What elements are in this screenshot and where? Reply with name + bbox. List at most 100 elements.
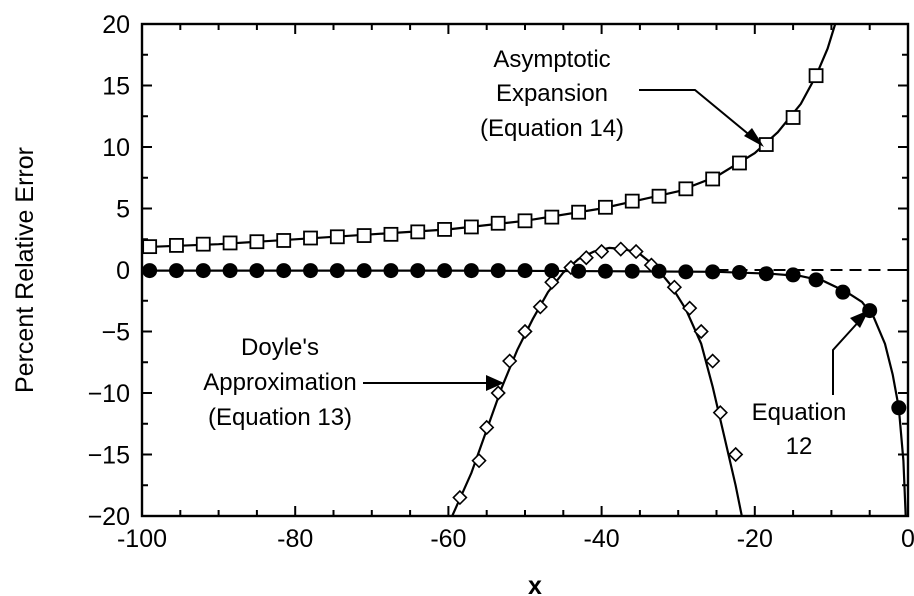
series-1-point-20 [651,188,667,204]
series-1-point-3 [195,236,211,252]
series-1-point-22 [705,171,721,187]
x-tick-label: -40 [584,525,620,553]
series-3-point-2 [168,263,184,279]
series-3-point-10 [383,263,399,279]
y-tick-label: 10 [102,134,130,162]
annotation-asymptotic-arrowhead [744,128,764,147]
series-2-point-20 [728,446,744,463]
y-tick-label: −20 [88,503,130,531]
annotation-doyle-arrowhead [486,375,504,391]
annotation-asymptotic: Asymptotic Expansion (Equation 14) [480,46,764,147]
x-tick-label: 0 [901,525,914,553]
annotation-doyle-line-1: Doyle's [241,334,319,361]
series-3-point-20 [651,263,667,279]
series-3-point-7 [303,263,319,279]
y-tick-label: −15 [88,442,130,470]
series-1-point-7 [303,230,318,246]
x-tick-label: -80 [277,525,313,553]
series-1-point-15 [517,213,533,229]
y-tick-label: −5 [101,319,130,347]
series-2-point-2 [471,453,487,469]
series-markers [142,68,907,506]
series-3-point-16 [544,263,560,279]
series-3-point-5 [249,263,265,279]
series-line-2 [451,246,743,516]
tick-labels: -100 -80 -60 -40 -20 0 −20 −15 −10 −5 0 5 10 15 20 [88,11,914,553]
series-2-point-4 [490,385,506,401]
series-3-point-21 [678,264,694,280]
series-1-point-13 [463,219,479,235]
series-1-point-12 [437,222,452,237]
series-1-point-6 [276,233,292,248]
annotation-equation12-arrow [832,317,863,395]
annotation-doyle: Doyle's Approximation (Equation 13) [203,334,504,431]
series-3-point-26 [808,272,824,288]
x-axis-title: x [528,572,542,596]
series-2-point-8 [544,274,560,290]
series-1-point-9 [356,228,372,243]
series-2-point-5 [502,353,518,369]
series-3-point-15 [517,263,533,279]
annotation-equation12-line-1: Equation [752,399,847,426]
series-3-point-13 [463,263,479,279]
annotation-equation12-arrowhead [850,310,869,328]
series-2-point-10 [578,250,594,266]
annotation-asymptotic-line-1: Asymptotic [493,46,610,73]
series-3-point-11 [410,263,426,279]
series-1-point-25 [785,110,801,125]
series-3-point-27 [835,284,851,300]
series-3-point-12 [437,263,453,279]
series-3-point-18 [597,263,613,279]
series-1-point-17 [571,204,587,220]
series-1-point-18 [598,199,613,215]
annotation-equation12-line-2: 12 [786,433,813,460]
series-3-point-25 [785,267,801,283]
y-tick-label: 15 [102,73,130,101]
series-1-point-5 [249,234,265,250]
annotation-asymptotic-line-3: (Equation 14) [480,115,624,142]
x-tick-label: -100 [117,525,167,553]
series-2-point-16 [682,300,698,316]
series-2-point-7 [532,299,548,315]
series-2-point-13 [628,243,644,260]
annotation-doyle-line-3: (Equation 13) [208,404,352,431]
series-2-point-3 [479,419,495,436]
series-1-point-26 [808,68,824,84]
x-tick-label: -60 [430,525,466,553]
series-2-point-11 [593,243,610,260]
series-1-point-23 [732,155,747,171]
series-3-point-3 [195,263,211,279]
annotation-asymptotic-arrow [639,89,759,143]
y-axis-title: Percent Relative Error [11,147,39,393]
series-1-point-1 [142,239,158,255]
series-3-point-4 [222,263,238,279]
series-1-point-2 [169,237,184,253]
y-tick-label: 5 [116,196,130,224]
series-3-point-19 [624,263,640,279]
series-2-point-12 [613,241,629,257]
series-1-point-10 [383,226,399,242]
series-3-point-29 [891,400,907,416]
series-1-point-21 [678,181,694,197]
series-3-point-9 [356,263,372,279]
series-3-point-23 [731,264,747,280]
annotation-equation12: Equation 12 [752,310,869,460]
x-tick-label: -20 [737,525,773,553]
series-2-point-18 [705,353,721,369]
series-2-point-1 [452,489,468,506]
axes [140,22,910,518]
series-3-point-14 [490,263,506,279]
series-3-point-8 [329,263,345,279]
series-2-point-6 [517,323,533,340]
series-3-point-24 [758,266,774,282]
series-1-point-16 [544,209,560,225]
annotation-doyle-line-2: Approximation [203,369,356,396]
y-tick-label: −10 [88,380,130,408]
series-1-point-11 [410,224,426,240]
series-2-point-15 [666,279,683,295]
y-tick-label: 20 [102,11,130,39]
series-3-point-17 [571,263,587,279]
annotation-asymptotic-line-2: Expansion [496,80,608,107]
y-tick-label: 0 [116,257,130,285]
series-1-point-8 [329,229,345,245]
